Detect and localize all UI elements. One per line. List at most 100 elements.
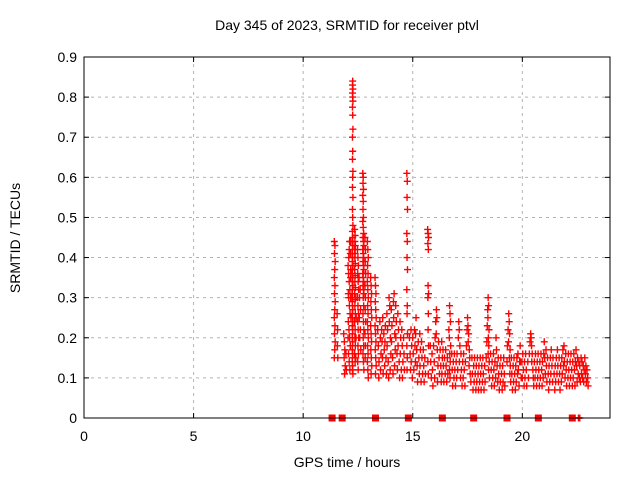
data-point: [381, 362, 389, 370]
data-point: [331, 322, 339, 330]
data-point: [461, 382, 469, 390]
data-point: [483, 322, 491, 330]
y-tick-label: 0.1: [58, 370, 78, 386]
data-point: [363, 318, 371, 326]
data-point: [485, 326, 493, 334]
data-point: [331, 338, 339, 346]
data-point: [349, 167, 357, 175]
data-point: [371, 322, 379, 330]
data-point: [340, 330, 348, 338]
data-point: [364, 374, 372, 382]
data-point: [359, 205, 367, 213]
data-point: [355, 314, 363, 322]
data-point: [522, 366, 530, 374]
data-point: [371, 330, 379, 338]
data-point: [382, 354, 390, 362]
y-tick-label: 0.2: [58, 330, 78, 346]
data-point: [381, 338, 389, 346]
data-point: [378, 326, 386, 334]
data-point: [371, 274, 379, 282]
y-tick-label: 0.8: [58, 89, 78, 105]
data-point: [431, 374, 439, 382]
data-point: [424, 326, 432, 334]
data-point: [372, 362, 380, 370]
data-point: [447, 342, 455, 350]
data-point: [503, 358, 511, 366]
data-point: [465, 346, 473, 354]
data-point: [398, 374, 406, 382]
data-point: [455, 326, 463, 334]
data-point: [403, 193, 411, 201]
data-point: [416, 330, 424, 338]
data-point: [331, 282, 339, 290]
data-point: [539, 374, 547, 382]
data-point: [403, 266, 411, 274]
data-point: [361, 354, 369, 362]
data-point: [403, 169, 411, 177]
data-point: [490, 366, 498, 374]
data-point: [364, 342, 372, 350]
data-point: [560, 342, 568, 350]
data-point: [400, 350, 408, 358]
data-point: [359, 173, 367, 181]
data-point: [483, 338, 491, 346]
data-point: [331, 250, 339, 258]
data-point: [538, 358, 546, 366]
tick-labels: 0 5 10 15 20 0 0.1 0.2 0.3 0.4 0.5 0.6 0.7 0.8 0.9: [58, 49, 531, 444]
data-point: [484, 334, 492, 342]
data-point: [511, 386, 519, 394]
data-point: [444, 370, 452, 378]
y-tick-label: 0.5: [58, 209, 78, 225]
data-point: [547, 346, 555, 354]
x-tick-label: 10: [295, 428, 311, 444]
data-point: [387, 306, 395, 314]
data-point: [403, 177, 411, 185]
data-point: [364, 254, 372, 262]
data-point: [425, 234, 433, 241]
data-point: [419, 346, 427, 354]
data-point: [408, 374, 416, 382]
data-point: [364, 326, 372, 334]
data-point: [442, 346, 450, 354]
data-point: [455, 318, 463, 326]
data-point: [349, 213, 357, 221]
data-point: [465, 330, 473, 338]
data-point: [364, 334, 372, 342]
data-point: [372, 354, 380, 362]
data-point: [540, 338, 548, 346]
data-point: [424, 310, 432, 318]
data-point: [375, 358, 383, 366]
data-point: [461, 358, 469, 366]
data-point: [583, 366, 591, 374]
data-point: [428, 350, 436, 358]
x-tick-label: 15: [405, 428, 421, 444]
data-point: [399, 358, 407, 366]
data-point: [581, 354, 589, 362]
data-point: [377, 366, 385, 374]
data-point: [578, 358, 586, 366]
data-point: [584, 382, 592, 390]
data-point: [432, 306, 440, 314]
data-point: [331, 266, 339, 274]
data-point: [412, 314, 420, 322]
y-tick-label: 0.7: [58, 129, 78, 145]
data-point: [375, 374, 383, 382]
data-point: [460, 350, 468, 358]
data-point: [411, 326, 419, 334]
data-point: [492, 346, 500, 354]
data-point: [390, 290, 398, 298]
data-point: [372, 290, 380, 298]
data-point: [383, 342, 391, 350]
data-point: [403, 286, 411, 294]
data-point: [442, 362, 450, 370]
data-points-layer: [328, 77, 592, 422]
data-point: [456, 342, 464, 350]
data-point: [489, 350, 497, 358]
data-point: [389, 298, 397, 306]
data-point: [538, 366, 546, 374]
data-point: [499, 378, 507, 386]
data-point: [557, 378, 565, 386]
data-point: [504, 326, 512, 334]
data-point: [516, 342, 524, 350]
data-point: [384, 358, 392, 366]
